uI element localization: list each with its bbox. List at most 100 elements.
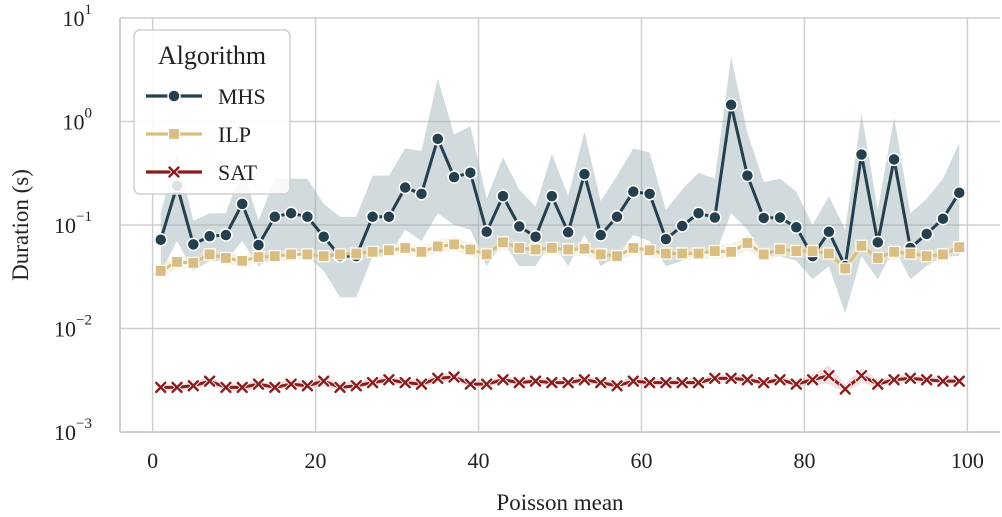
mhs-point [561, 225, 575, 240]
sat-point [708, 371, 722, 385]
legend-entries: MHS ILP SAT [146, 84, 266, 185]
x-axis-label: Poisson mean [496, 490, 624, 515]
mhs-point [708, 210, 722, 225]
legend-entry-sat: SAT [146, 160, 258, 185]
sat-point [659, 376, 673, 390]
ilp-point [936, 248, 950, 261]
sat-point [186, 379, 200, 393]
legend-label-ilp: ILP [218, 122, 251, 147]
ilp-point [366, 245, 379, 258]
mhs-point [740, 168, 755, 183]
ilp-point [708, 244, 721, 258]
x-tick-label: 80 [793, 448, 815, 473]
ilp-point [725, 245, 738, 258]
ilp-point [447, 238, 461, 251]
ilp-point [904, 247, 917, 260]
mhs-point [284, 206, 298, 220]
ilp-point [578, 242, 591, 255]
mhs-point [219, 228, 233, 242]
sat-point [545, 376, 559, 390]
ilp-point [741, 236, 754, 250]
mhs-point [675, 219, 689, 233]
ilp-point [496, 236, 510, 249]
sat-point [822, 369, 836, 383]
sat-point [219, 380, 233, 394]
ilp-point [643, 244, 656, 257]
mhs-point [610, 210, 624, 224]
sat-series [154, 369, 966, 396]
series-layer [153, 98, 967, 396]
legend-marker-mhs [167, 89, 181, 103]
ilp-point [464, 243, 477, 256]
axes-frame [119, 18, 1000, 433]
x-tick-label: 100 [951, 448, 984, 473]
ilp-point [236, 254, 249, 267]
sat-point [936, 374, 950, 388]
ilp-point [839, 262, 852, 275]
legend-box [133, 29, 291, 195]
mhs-point [724, 98, 738, 112]
ilp-point [953, 241, 966, 254]
sat-point [333, 380, 347, 394]
ilp-point [773, 243, 787, 256]
ilp-point [431, 240, 444, 253]
sat-point [431, 371, 445, 385]
x-tick-label: 0 [147, 448, 158, 473]
legend-label-sat: SAT [218, 160, 258, 185]
mhs-point [528, 229, 543, 244]
mhs-point [186, 237, 201, 252]
ilp-point [252, 250, 265, 264]
sat-point [365, 376, 380, 390]
mhs-point [545, 189, 559, 203]
sat-point [414, 377, 429, 391]
legend-title: Algorithm [158, 41, 266, 70]
sat-point [480, 377, 494, 391]
ilp-point [920, 250, 933, 263]
ilp-point [203, 248, 216, 261]
ilp-point [887, 245, 901, 258]
legend-marker-sat [167, 165, 181, 179]
sat-point [740, 373, 755, 387]
sat-point [920, 373, 934, 387]
ilp-point [562, 243, 575, 256]
ilp-point [594, 248, 607, 261]
sat-point [903, 371, 917, 385]
legend-entry-mhs: MHS [146, 84, 266, 109]
mhs-point [496, 189, 510, 203]
legend: Algorithm MHS ILP SAT [133, 29, 291, 195]
ilp-series [154, 236, 966, 278]
sat-point [610, 379, 624, 393]
ilp-point [806, 244, 819, 258]
y-tick-label: 10−3 [54, 416, 92, 445]
y-tick-label: 10−1 [54, 209, 92, 238]
ilp-point [529, 243, 542, 256]
mhs-point [268, 210, 282, 224]
mhs-point [300, 210, 315, 224]
mhs-point [414, 187, 429, 201]
mhs-point [153, 233, 168, 247]
ilp-point [513, 241, 526, 255]
mhs-point [593, 228, 608, 242]
sat-point [757, 376, 771, 390]
mhs-point [235, 197, 249, 211]
sat-point [594, 376, 608, 390]
mhs-point [577, 167, 592, 181]
sat-point [235, 380, 249, 394]
y-tick-labels: 101 100 10−1 10−2 10−3 [54, 2, 92, 445]
mhs-point [202, 229, 217, 243]
sat-confidence-band [160, 365, 960, 393]
mhs-point [626, 184, 641, 199]
sat-point [952, 374, 966, 388]
sat-point [561, 376, 575, 390]
mhs-point [659, 232, 673, 246]
sat-point [773, 373, 787, 387]
ilp-confidence-band [160, 234, 960, 278]
ilp-point [545, 241, 558, 255]
mhs-point [887, 152, 901, 167]
ilp-point [757, 248, 770, 261]
x-tick-labels: 0 20 40 60 80 100 [147, 448, 984, 473]
mhs-point [463, 165, 478, 180]
ilp-point [822, 247, 835, 260]
ilp-point [170, 255, 184, 269]
